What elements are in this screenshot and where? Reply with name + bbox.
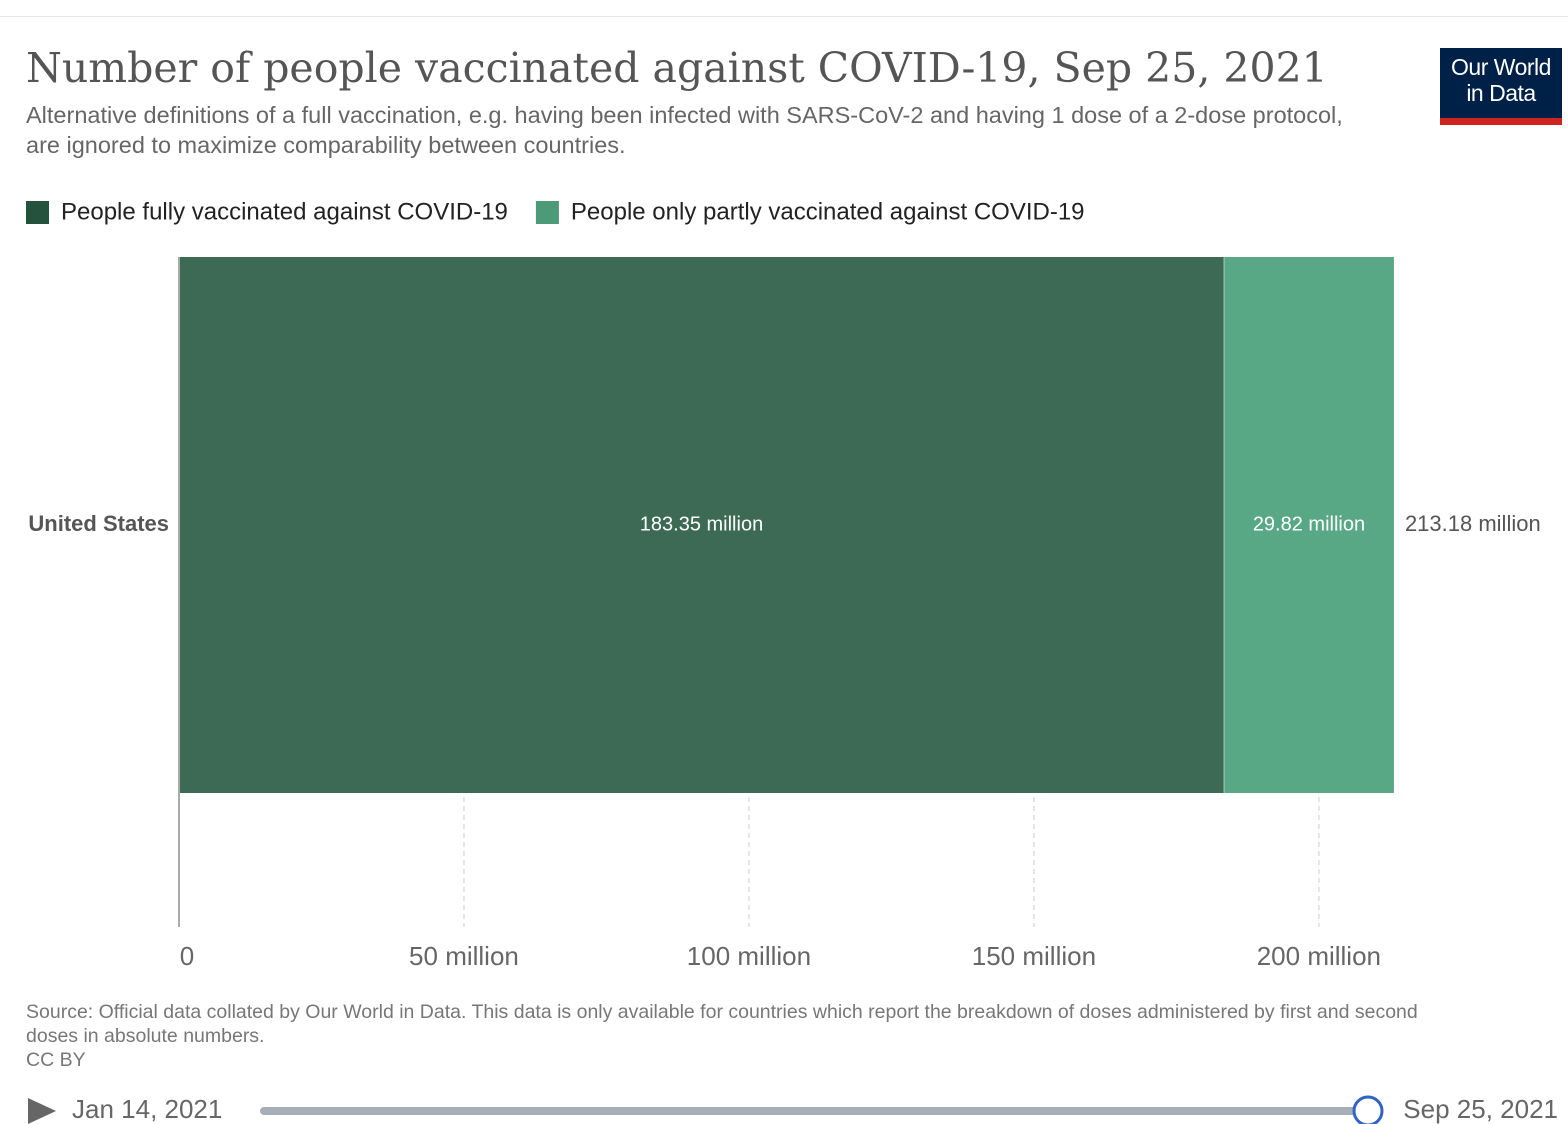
x-tick-label: 150 million (972, 941, 1096, 971)
legend-swatch (535, 201, 559, 224)
category-label: United States (28, 511, 169, 536)
source-note: Source: Official data collated by Our Wo… (26, 1001, 1418, 1047)
bar-segment (1223, 257, 1394, 793)
timeline-track[interactable] (260, 1107, 1368, 1115)
value-label: 29.82 million (1253, 513, 1365, 535)
x-tick-label: 200 million (1257, 941, 1381, 971)
logo[interactable]: Our World in Data (1440, 48, 1562, 125)
total-label: 213.18 million (1405, 511, 1541, 536)
legend-label: People only partly vaccinated against CO… (571, 198, 1085, 225)
timeline-handle[interactable] (1352, 1095, 1384, 1124)
play-button[interactable] (28, 1098, 56, 1124)
legend-label: People fully vaccinated against COVID-19 (61, 198, 508, 225)
value-label: 183.35 million (640, 513, 763, 535)
bar-segment (179, 257, 1224, 793)
timeline-end: Sep 25, 2021 (1403, 1094, 1558, 1124)
x-tick-label: 0 (180, 941, 194, 971)
timeline-start: Jan 14, 2021 (72, 1094, 222, 1124)
x-tick-label: 50 million (409, 941, 519, 971)
top-border (0, 16, 1568, 17)
x-tick-label: 100 million (687, 941, 811, 971)
license[interactable]: CC BY (26, 1049, 86, 1071)
chart-subtitle: Alternative definitions of a full vaccin… (26, 102, 1343, 158)
legend-swatch (26, 201, 49, 224)
chart-title: Number of people vaccinated against COVI… (26, 44, 1328, 92)
